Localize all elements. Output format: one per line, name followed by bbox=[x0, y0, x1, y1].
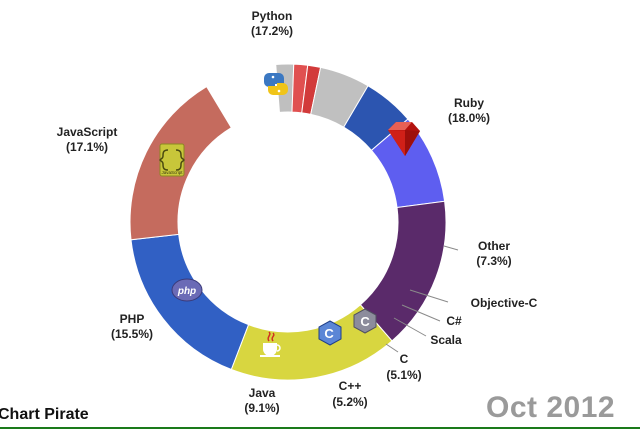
leader-line-c bbox=[385, 343, 399, 353]
label-ruby-pct: (18.0%) bbox=[448, 111, 490, 125]
label-python-pct: (17.2%) bbox=[251, 24, 293, 38]
label-javascript: JavaScript bbox=[57, 125, 118, 139]
c-logo-icon: C bbox=[353, 308, 377, 334]
label-cpp: C++ bbox=[339, 379, 362, 393]
leader-line-csharp bbox=[401, 304, 441, 322]
label-other-pct: (7.3%) bbox=[476, 254, 511, 268]
slice-other bbox=[206, 64, 280, 128]
svg-text:C: C bbox=[360, 314, 370, 329]
brand-name: Chart Pirate bbox=[0, 406, 89, 423]
cpp-logo-icon: C bbox=[318, 320, 342, 346]
label-other: Other bbox=[478, 239, 510, 253]
python-logo-icon bbox=[264, 73, 288, 95]
leader-line-objective-c bbox=[409, 289, 449, 303]
php-logo-icon: php bbox=[171, 278, 203, 302]
label-php: PHP bbox=[120, 312, 145, 326]
chart-date: Oct 2012 bbox=[486, 391, 616, 424]
label-ruby: Ruby bbox=[454, 96, 484, 110]
bottom-divider bbox=[0, 427, 640, 429]
label-java-pct: (9.1%) bbox=[244, 401, 279, 415]
label-scala: Scala bbox=[430, 333, 462, 347]
label-c-pct: (5.1%) bbox=[386, 368, 421, 382]
label-javascript-pct: (17.1%) bbox=[66, 140, 108, 154]
label-c: C bbox=[400, 352, 409, 366]
donut-slices bbox=[129, 63, 447, 381]
label-cpp-pct: (5.2%) bbox=[332, 395, 367, 409]
label-php-pct: (15.5%) bbox=[111, 327, 153, 341]
slice-python bbox=[130, 233, 250, 371]
leader-line-scala bbox=[393, 317, 427, 337]
leader-line-other bbox=[443, 245, 459, 251]
label-java: Java bbox=[249, 386, 276, 400]
javascript-logo-text: JavaScript bbox=[161, 170, 183, 175]
java-cup-icon bbox=[260, 331, 281, 357]
svg-text:C: C bbox=[324, 326, 334, 341]
label-objective-c: Objective-C bbox=[471, 296, 538, 310]
ruby-gem-icon bbox=[388, 122, 420, 156]
php-logo-text: php bbox=[177, 286, 196, 297]
javascript-logo-icon: JavaScript bbox=[159, 143, 185, 177]
label-csharp: C# bbox=[446, 314, 462, 328]
label-python: Python bbox=[252, 9, 293, 23]
